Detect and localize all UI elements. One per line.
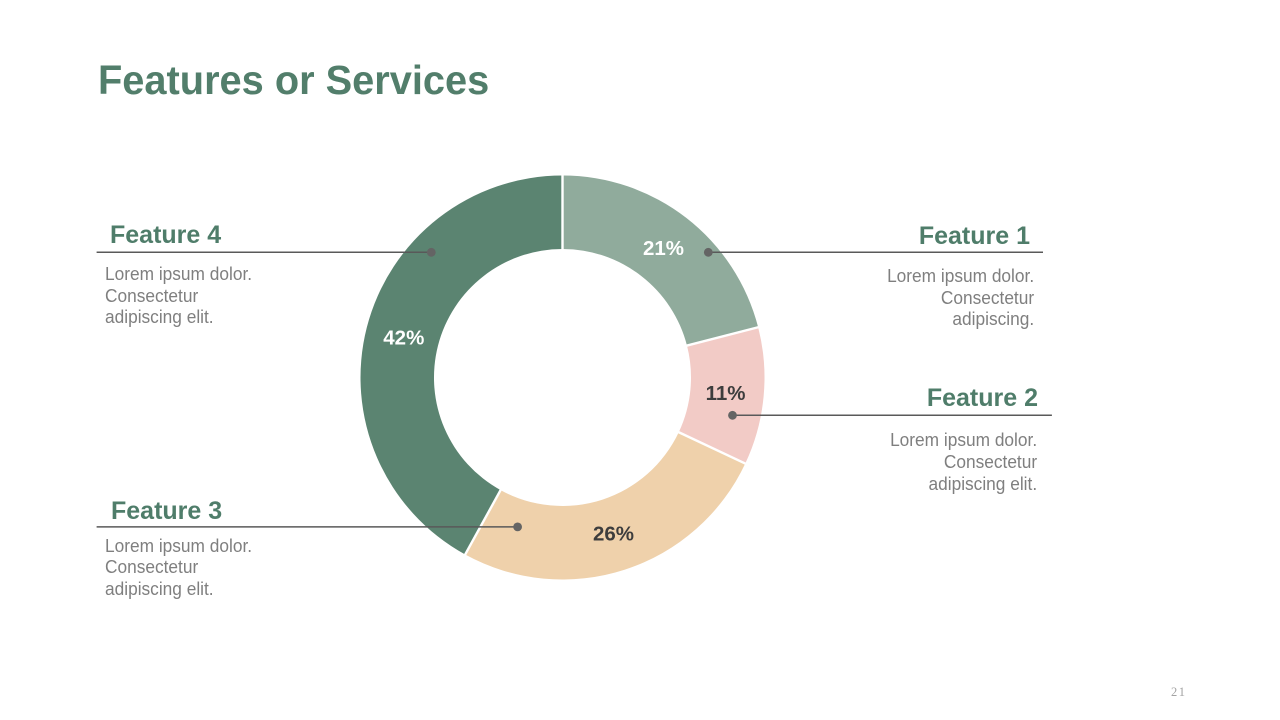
svg-text:11%: 11% [706,382,746,405]
svg-text:26%: 26% [593,523,634,546]
svg-text:21%: 21% [643,237,684,260]
svg-text:42%: 42% [383,326,424,349]
